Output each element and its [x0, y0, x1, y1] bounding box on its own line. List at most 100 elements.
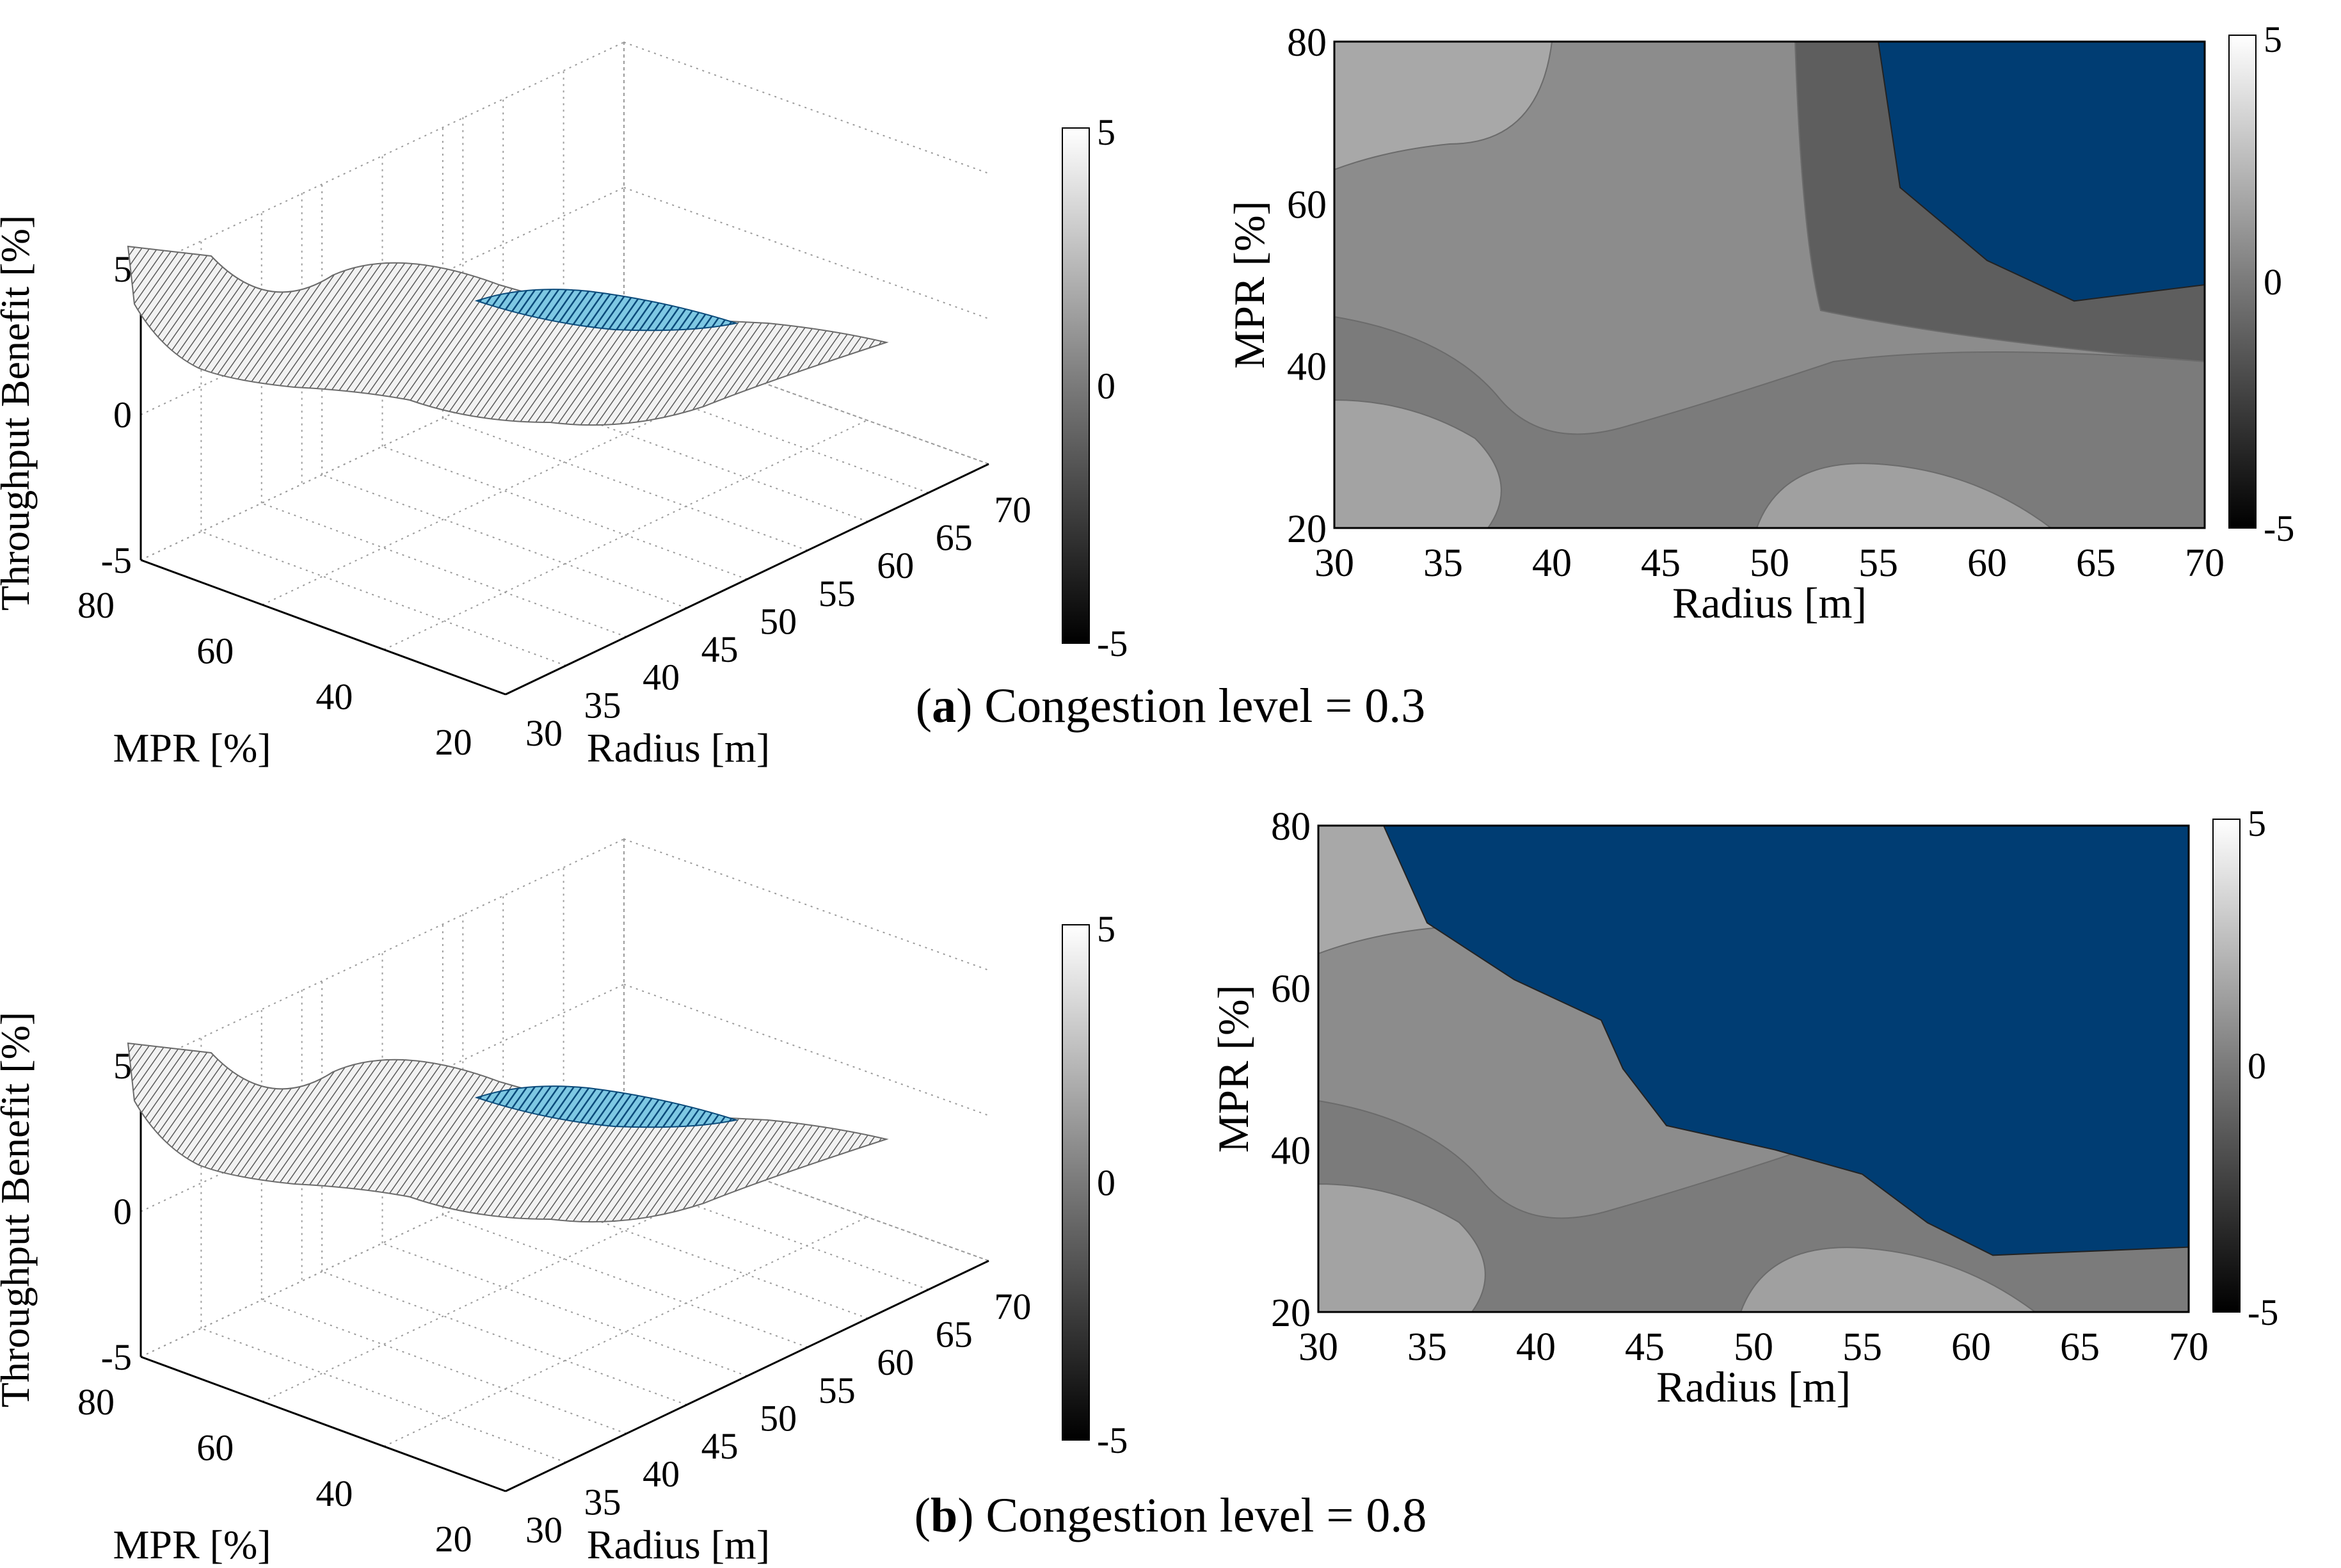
b-contour-colorbar-mid: 0 — [2248, 1045, 2266, 1087]
a-contour-xticks: 65 — [2076, 541, 2116, 585]
a-surface-colorbar — [1062, 127, 1090, 644]
a-contour-contour-band — [1334, 41, 1553, 171]
a-contour-xlabel: Radius [m] — [1672, 579, 1867, 627]
caption-a-letter: a — [932, 679, 957, 733]
b-contour-yticks: 20 — [1271, 1292, 1311, 1335]
b-surface-colorbar-max: 5 — [1097, 908, 1115, 950]
a-contour-colorbar-min: -5 — [2264, 508, 2294, 549]
a-surface-ylabel: MPR [%] — [113, 725, 271, 771]
a-surface-floor-grid — [442, 417, 808, 551]
a-surface-yticks: 40 — [316, 676, 353, 717]
b-surface-floor-grid — [382, 1242, 747, 1377]
a-surface-xlabel: Radius [m] — [587, 725, 770, 771]
a-contour-ylabel: MPR [%] — [1225, 201, 1274, 369]
a-surface-floor-grid — [382, 445, 747, 580]
b-surface-yticks: 60 — [196, 1427, 234, 1468]
b-surface-ylabel: MPR [%] — [113, 1522, 271, 1567]
b-surface-wall-grid — [623, 984, 989, 1116]
a-surface-surface-negative — [474, 289, 739, 332]
caption-a: (a) Congestion level = 0.3 — [915, 679, 1426, 733]
b-surface-xlabel: Radius [m] — [587, 1522, 770, 1567]
a-surface-yticks: 80 — [77, 584, 115, 626]
a-contour-contour-band — [1755, 463, 2054, 529]
a-contour-xticks: 40 — [1532, 541, 1572, 585]
a-surface-floor-grid — [563, 360, 929, 493]
a-surface-floor-grid — [201, 531, 566, 666]
b-surface-surface-negative — [474, 1085, 739, 1128]
b-surface-colorbar — [1062, 924, 1090, 1441]
b-surface-xticks: 35 — [584, 1481, 621, 1523]
b-contour-yticks: 40 — [1271, 1130, 1311, 1173]
b-surface-zlabel: Throughput Benefit [%] — [0, 1012, 38, 1408]
b-surface-floor-grid — [201, 1327, 566, 1463]
a-surface-floor-grid — [502, 388, 868, 522]
b-surface-floor-grid — [321, 1270, 687, 1405]
b-contour-yticks: 60 — [1271, 967, 1311, 1011]
a-surface-wall-grid — [140, 42, 625, 270]
a-contour-yticks: 40 — [1287, 346, 1327, 389]
a-surface-xticks: 50 — [760, 600, 797, 642]
a-contour-contour-band — [1334, 399, 1502, 529]
a-contour-xticks: 60 — [1967, 541, 2007, 585]
a-surface-yticks: 20 — [435, 721, 472, 763]
a-surface-xticks: 45 — [701, 628, 739, 670]
b-surface-yticks: 40 — [316, 1473, 353, 1514]
b-contour-ylabel: MPR [%] — [1209, 985, 1258, 1153]
a-surface-xticks: 35 — [584, 684, 621, 726]
b-contour-xticks: 50 — [1734, 1325, 1773, 1369]
b-contour-xticks: 60 — [1951, 1325, 1991, 1369]
b-surface-colorbar-mid: 0 — [1097, 1162, 1115, 1204]
caption-b: (b) Congestion level = 0.8 — [914, 1489, 1427, 1542]
b-contour-colorbar-min: -5 — [2248, 1292, 2278, 1333]
b-surface-yticks: 20 — [435, 1518, 472, 1560]
a-surface-y-axis — [140, 559, 506, 696]
b-surface-zticks: 0 — [113, 1191, 132, 1233]
b-surface-zticks: 5 — [113, 1045, 132, 1087]
caption-b-letter: b — [930, 1489, 958, 1542]
a-contour-xticks: 45 — [1641, 541, 1681, 585]
b-surface-xticks: 45 — [701, 1425, 739, 1467]
a-surface-xticks: 40 — [643, 657, 680, 698]
b-surface-floor-grid — [261, 1299, 627, 1434]
a-surface-zticks: 0 — [113, 394, 132, 436]
a-surface-surface-mesh — [127, 245, 889, 426]
a-surface-xticks: 65 — [936, 516, 973, 558]
a-surface-yticks: 60 — [196, 630, 234, 671]
b-surface-yticks: 80 — [77, 1381, 115, 1423]
b-contour-contour-band — [1739, 1247, 2038, 1313]
a-surface-xticks: 30 — [525, 712, 563, 754]
a-surface-floor-grid — [321, 474, 687, 609]
caption-a-text: Congestion level = 0.3 — [972, 679, 1426, 733]
b-contour-xticks: 65 — [2060, 1325, 2100, 1369]
b-surface-xticks: 40 — [643, 1453, 680, 1495]
a-contour-xticks: 70 — [2185, 541, 2225, 585]
a-surface-zticks: -5 — [101, 540, 132, 581]
b-surface-wall-grid — [623, 838, 989, 971]
a-surface-zlabel: Throughput Benefit [%] — [0, 215, 38, 611]
a-contour-colorbar-max: 5 — [2264, 19, 2282, 60]
b-surface-floor-grid — [442, 1214, 808, 1348]
a-surface-wall-grid — [623, 187, 989, 319]
a-contour-xticks: 30 — [1314, 541, 1354, 585]
a-surface-colorbar-mid: 0 — [1097, 365, 1115, 407]
a-contour-colorbar-mid: 0 — [2264, 261, 2282, 303]
a-surface-wall-grid — [623, 42, 989, 174]
a-contour-xticks: 35 — [1423, 541, 1463, 585]
b-surface-wall-grid — [140, 838, 625, 1067]
b-contour-xticks: 55 — [1842, 1325, 1882, 1369]
b-contour-frame — [1317, 824, 2190, 1313]
a-contour-colorbar — [2228, 35, 2257, 529]
a-contour-yticks: 60 — [1287, 183, 1327, 227]
b-surface-y-axis — [140, 1356, 506, 1492]
a-surface-floor-grid — [261, 502, 627, 637]
a-surface-xticks: 55 — [819, 573, 856, 614]
b-contour-xlabel: Radius [m] — [1656, 1363, 1851, 1411]
caption-b-text: Congestion level = 0.8 — [973, 1489, 1427, 1542]
a-surface-colorbar-min: -5 — [1097, 623, 1128, 664]
b-surface-floor-grid — [563, 1157, 929, 1290]
a-contour-xticks: 50 — [1750, 541, 1789, 585]
